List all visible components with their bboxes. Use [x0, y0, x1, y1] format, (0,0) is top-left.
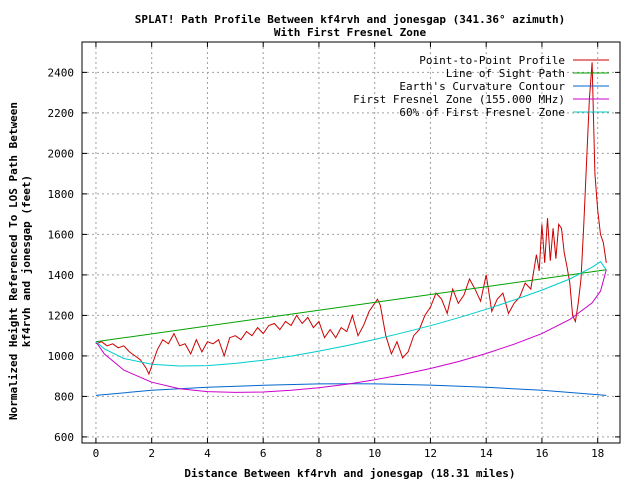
x-tick-label: 0	[93, 447, 100, 460]
y-axis-label-line2: kf4rvh and jonesgap (feet)	[20, 175, 33, 347]
x-tick-label: 6	[260, 447, 267, 460]
legend-label: Point-to-Point Profile	[419, 54, 565, 67]
legend-label: Line of Sight Path	[446, 67, 565, 80]
series-point-to-point-profile	[95, 62, 607, 376]
y-tick-label: 600	[54, 431, 74, 444]
y-tick-label: 1400	[48, 269, 75, 282]
x-tick-label: 14	[480, 447, 494, 460]
legend-label: Earth's Curvature Contour	[399, 80, 565, 93]
y-tick-label: 1600	[48, 228, 75, 241]
plot-frame	[81, 41, 621, 444]
y-tick-label: 800	[54, 390, 74, 403]
y-tick-label: 1200	[48, 309, 75, 322]
series-first-fresnel-zone-155-000-mhz	[95, 269, 607, 393]
x-tick-label: 2	[148, 447, 155, 460]
x-tick-label: 8	[316, 447, 323, 460]
chart-subtitle: With First Fresnel Zone	[274, 26, 427, 39]
grid-layer	[82, 42, 620, 443]
x-axis-label: Distance Between kf4rvh and jonesgap (18…	[184, 467, 515, 480]
series-60-of-first-fresnel-zone	[95, 261, 607, 367]
x-tick-label: 18	[591, 447, 604, 460]
legend-label: First Fresnel Zone (155.000 MHz)	[353, 93, 565, 106]
x-tick-label: 10	[368, 447, 381, 460]
x-tick-label: 12	[424, 447, 437, 460]
tick-layer: 0 2 4 6 8 10 12 14 16 18 600 800 1000 1200 1400 1600 180…	[48, 42, 620, 460]
series-earth-s-curvature-contour	[95, 383, 607, 396]
y-tick-label: 1800	[48, 188, 75, 201]
y-tick-label: 2000	[48, 147, 75, 160]
y-tick-label: 1000	[48, 350, 75, 363]
series-line-of-sight-path	[95, 269, 607, 343]
x-tick-label: 4	[204, 447, 211, 460]
y-tick-label: 2400	[48, 66, 75, 79]
series-layer	[95, 62, 607, 396]
chart-title: SPLAT! Path Profile Between kf4rvh and j…	[135, 13, 565, 26]
legend-label: 60% of First Fresnel Zone	[399, 106, 565, 119]
y-axis-label: Normalized Height Referenced To LOS Path…	[7, 102, 20, 420]
y-tick-label: 2200	[48, 107, 75, 120]
x-tick-label: 16	[535, 447, 548, 460]
